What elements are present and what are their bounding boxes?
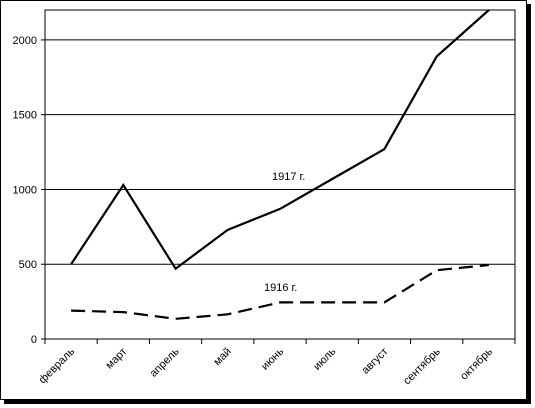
y-tick-label: 2000 xyxy=(13,35,37,47)
axes xyxy=(41,9,516,344)
x-tick-label: сентябрь xyxy=(401,345,443,387)
data-point xyxy=(227,229,228,230)
data-point xyxy=(227,314,228,315)
x-tick-label: июнь xyxy=(259,345,286,372)
data-point xyxy=(71,264,72,265)
data-point xyxy=(123,312,124,313)
series-lines xyxy=(70,9,490,320)
data-point xyxy=(384,302,385,303)
x-tick-label: март xyxy=(104,346,130,372)
data-point xyxy=(280,302,281,303)
data-point xyxy=(280,208,281,209)
data-point xyxy=(436,56,437,57)
y-tick-label: 500 xyxy=(19,259,37,271)
y-tick-label: 1500 xyxy=(13,110,37,122)
plot-area-border xyxy=(44,9,516,340)
data-point xyxy=(436,270,437,271)
x-tick-label: октябрь xyxy=(458,345,495,382)
data-point xyxy=(332,178,333,179)
y-tick-label: 1000 xyxy=(13,184,37,196)
x-tick-labels: февраль март апрель май июнь июль август сентяб… xyxy=(37,345,496,387)
chart-frame xyxy=(0,0,527,400)
y-tick-labels: 0 500 1000 1500 2000 xyxy=(13,35,37,346)
data-point xyxy=(175,268,176,269)
x-tick-label: апрель xyxy=(148,345,182,379)
data-point xyxy=(332,302,333,303)
x-tick-label: февраль xyxy=(37,345,78,386)
data-point xyxy=(488,264,489,265)
data-point xyxy=(175,318,176,319)
x-tick-label: июль xyxy=(311,345,338,372)
data-point xyxy=(488,10,489,11)
y-tick-label: 0 xyxy=(31,334,37,346)
data-point xyxy=(71,310,72,311)
series-line-1916 xyxy=(71,263,490,320)
series-label-1917: 1917 г. xyxy=(272,171,305,183)
x-tick-label: август xyxy=(360,346,391,377)
series-label-1916: 1916 г. xyxy=(264,282,297,294)
series-line-1917 xyxy=(70,9,490,271)
x-tick-label: май xyxy=(211,346,234,369)
data-point xyxy=(384,149,385,150)
gridlines xyxy=(45,39,515,265)
data-point xyxy=(123,184,124,185)
